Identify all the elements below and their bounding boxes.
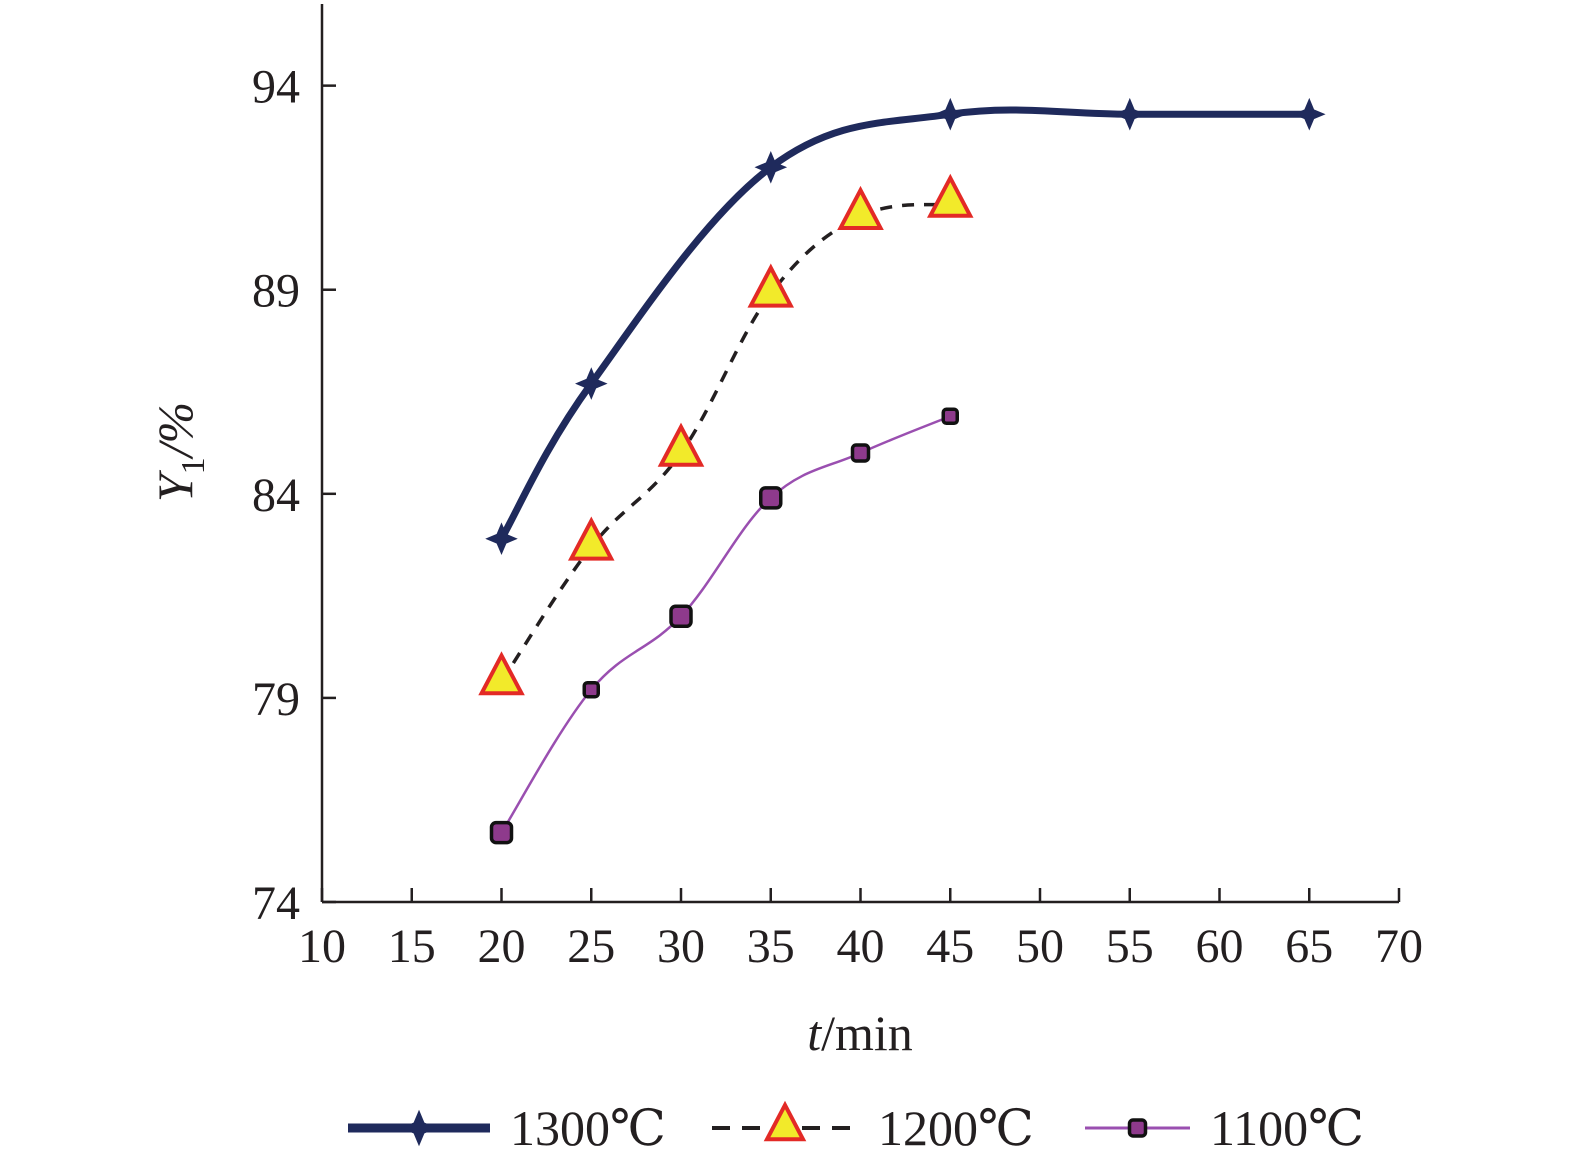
x-tick-label: 35	[747, 920, 795, 973]
axes: 10 15 20 25 30 35 40 45 50 55 60 65 70 74 79 84 89 94 t/mi…	[147, 4, 1423, 1061]
data-point	[941, 407, 959, 426]
data-point	[1293, 97, 1326, 131]
data-point	[575, 367, 608, 400]
y-tick-label: 89	[252, 265, 300, 318]
x-tick-label: 70	[1375, 920, 1423, 973]
legend-item-1200: 1200℃	[712, 1100, 1034, 1156]
x-axis-label: t/min	[807, 1005, 913, 1061]
legend-label: 1300℃	[510, 1100, 666, 1156]
data-point	[837, 185, 884, 230]
legend-item-1300: 1300℃	[348, 1100, 666, 1156]
data-point	[489, 820, 514, 845]
data-point	[850, 443, 871, 463]
data-point	[934, 97, 967, 131]
legend-item-1100: 1100℃	[1085, 1100, 1364, 1156]
series-1300	[485, 97, 1326, 555]
legend-star-icon	[400, 1109, 438, 1147]
y-axis-label-var: Y	[147, 469, 203, 502]
data-point	[759, 486, 783, 510]
data-point	[582, 680, 600, 699]
x-axis-label-var: t	[807, 1005, 822, 1061]
y-tick-label: 94	[252, 61, 300, 114]
data-point	[485, 522, 518, 555]
x-tick-label: 10	[298, 920, 346, 973]
legend: 1300℃ 1200℃ 1100℃	[348, 1100, 1364, 1156]
data-point	[478, 651, 525, 696]
data-point	[1113, 97, 1147, 131]
series-1200	[478, 173, 974, 696]
series-1100	[489, 407, 959, 845]
y-tick-label: 79	[252, 673, 300, 726]
legend-square-icon	[1127, 1118, 1148, 1138]
x-tick-label: 25	[567, 920, 615, 973]
x-tick-label: 40	[837, 920, 885, 973]
x-tick-label: 60	[1196, 920, 1244, 973]
series-line	[500, 415, 951, 834]
legend-triangle-icon	[763, 1100, 807, 1142]
y-axis-label-sub: 1	[175, 457, 212, 474]
data-point	[567, 516, 615, 561]
data-point	[657, 422, 705, 467]
data-point	[754, 151, 788, 184]
x-tick-label: 65	[1285, 920, 1333, 973]
x-tick-label: 45	[926, 920, 974, 973]
x-axis-label-unit: /min	[821, 1005, 913, 1061]
data-point	[926, 173, 974, 218]
x-tick-label: 55	[1106, 920, 1154, 973]
legend-label: 1100℃	[1210, 1100, 1364, 1156]
data-point	[747, 263, 795, 308]
x-tick-label: 15	[388, 920, 436, 973]
y-tick-label: 84	[252, 469, 300, 522]
data-point	[669, 604, 693, 629]
x-tick-label: 30	[657, 920, 705, 973]
series-layer	[478, 97, 1326, 845]
y-axis-label: Y1/%	[147, 402, 212, 502]
legend-label: 1200℃	[878, 1100, 1034, 1156]
x-tick-label: 50	[1016, 920, 1064, 973]
y-tick-label: 74	[252, 877, 300, 930]
series-line	[498, 106, 1310, 541]
x-tick-label: 20	[478, 920, 526, 973]
y-axis-label-unit: /%	[147, 402, 203, 461]
